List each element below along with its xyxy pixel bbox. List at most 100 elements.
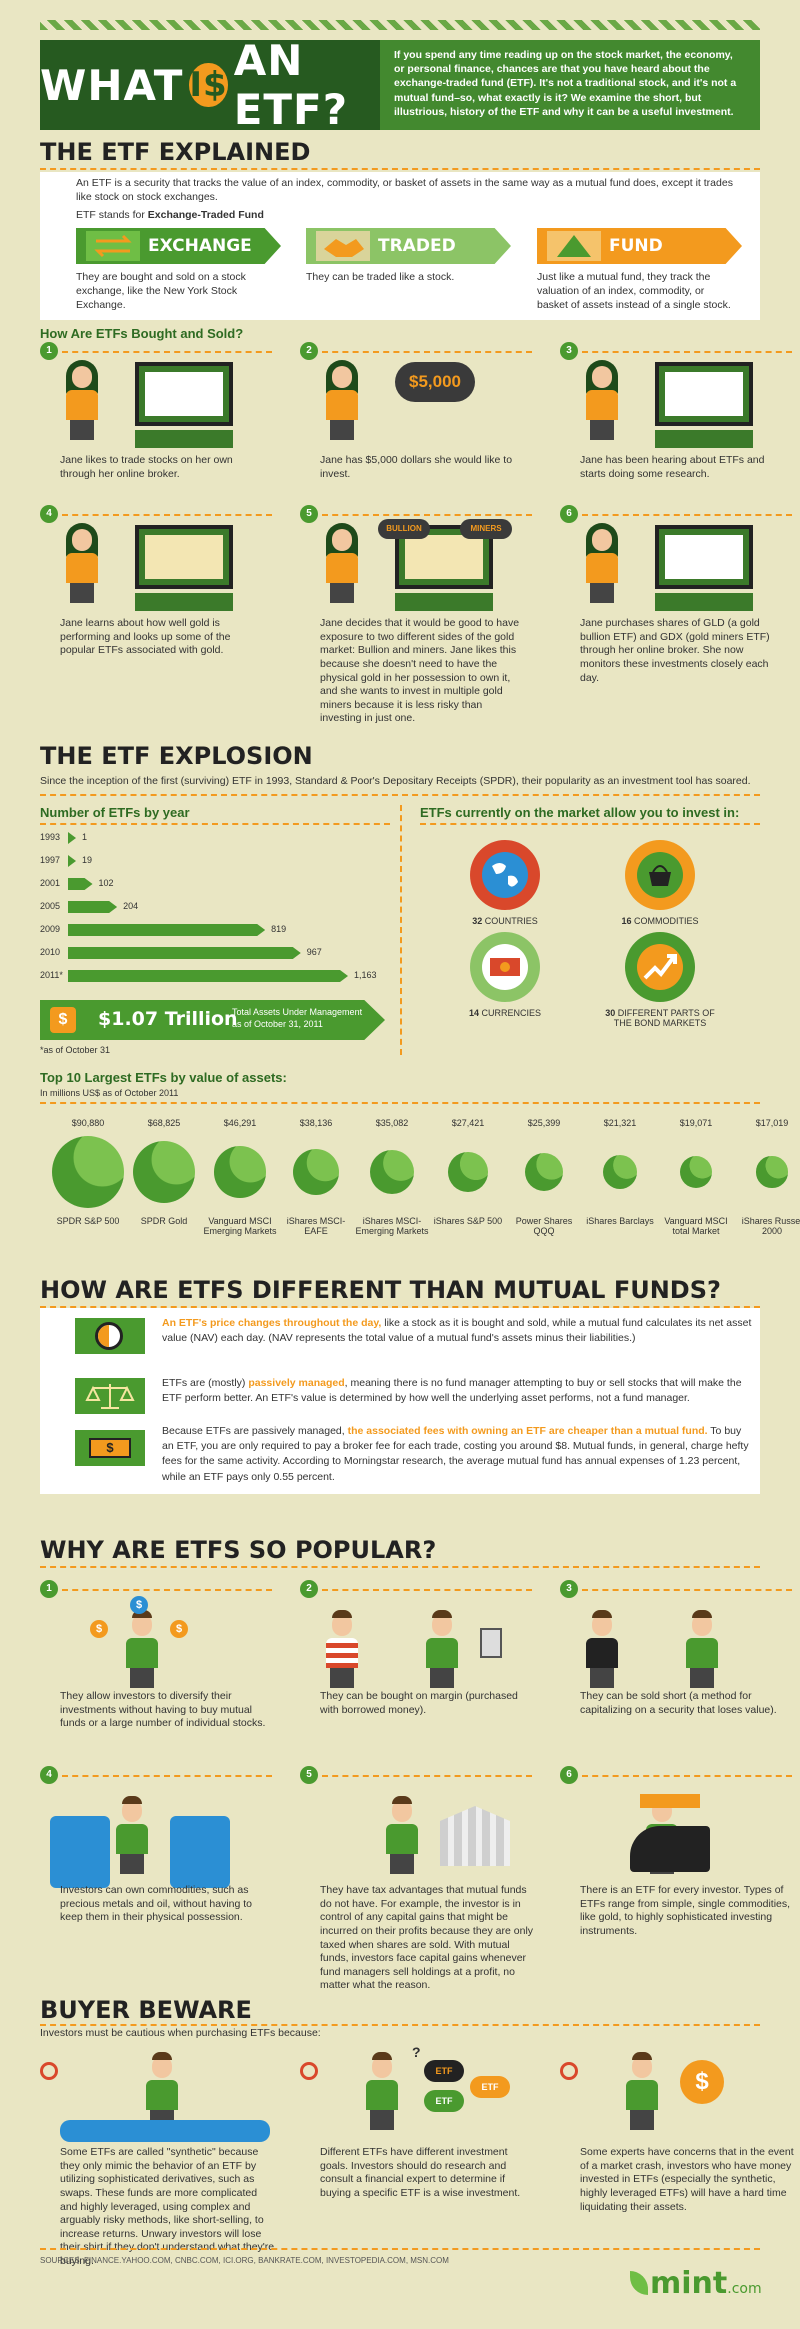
divider xyxy=(40,2024,760,2026)
section-title-explosion: THE ETF EXPLOSION xyxy=(40,742,313,770)
bubble-category-label: SPDR Gold xyxy=(140,1216,188,1226)
desk-icon xyxy=(655,593,753,611)
fund-desc: Just like a mutual fund, they track the … xyxy=(537,271,731,312)
bubble-mark xyxy=(132,1140,196,1204)
exchange-desc: They are bought and sold on a stock exch… xyxy=(76,271,246,312)
pants-icon xyxy=(70,420,94,440)
face-icon xyxy=(372,2056,392,2078)
popular-step: 6 There is an ETF for every investor. Typ… xyxy=(560,1766,800,1946)
piano-icon xyxy=(630,1826,710,1872)
currency-icon xyxy=(482,944,528,990)
face-icon xyxy=(432,1614,452,1636)
bubble-mark xyxy=(524,1152,564,1192)
etf-count-bar xyxy=(68,970,348,982)
aum-value: $1.07 Trillion xyxy=(98,1008,238,1030)
miners-bubble: MINERS xyxy=(460,519,512,539)
pants-icon xyxy=(370,2110,394,2130)
section-title-popular: WHY ARE ETFS SO POPULAR? xyxy=(40,1536,437,1564)
bubble-mark xyxy=(679,1155,713,1189)
mint-logo: mint.com xyxy=(630,2266,762,2301)
hair-icon xyxy=(632,2052,652,2060)
jane-figure xyxy=(580,360,624,440)
divider xyxy=(40,823,390,825)
face-icon xyxy=(332,529,352,551)
jane-figure xyxy=(320,523,364,603)
beware-item: Some ETFs are called "synthetic" because… xyxy=(40,2040,280,2267)
face-icon xyxy=(632,2056,652,2078)
investor-figure xyxy=(110,1794,154,1874)
shirt-icon xyxy=(586,390,618,420)
step-number: 4 xyxy=(40,505,58,523)
clock-row-icon xyxy=(75,1318,145,1354)
logo-text: mint xyxy=(650,2266,728,2301)
bubble-value-label: $27,421 xyxy=(451,1118,485,1128)
no-entry-icon xyxy=(40,2062,58,2080)
hair-icon xyxy=(152,2052,172,2060)
bubble-category-label: Vanguard MSCI total Market xyxy=(664,1216,728,1236)
oil-barrel-icon xyxy=(170,1816,230,1888)
computer-monitor-icon xyxy=(395,525,493,611)
pants-icon xyxy=(330,583,354,603)
top10-title: Top 10 Largest ETFs by value of assets: xyxy=(40,1070,287,1085)
exchange-arrows-icon xyxy=(86,231,140,261)
face-icon xyxy=(122,1800,142,1822)
bar-year-label: 2010 xyxy=(40,947,61,957)
popular-step-text: They can be bought on margin (purchased … xyxy=(320,1690,518,1716)
dollar-hand-icon: $ xyxy=(50,1007,76,1033)
popular-step-text: There is an ETF for every investor. Type… xyxy=(580,1884,791,1937)
scale-row-icon xyxy=(75,1378,145,1414)
popular-step-text: They have tax advantages that mutual fun… xyxy=(320,1884,534,1992)
section-title-different: HOW ARE ETFS DIFFERENT THAN MUTUAL FUNDS… xyxy=(40,1276,721,1304)
shirt-icon xyxy=(626,2080,658,2110)
pants-icon xyxy=(330,420,354,440)
bar-year-label: 1997 xyxy=(40,855,61,865)
bubble-category-label: Vanguard MSCI Emerging Markets xyxy=(203,1216,277,1236)
bank-building-icon xyxy=(440,1806,510,1866)
bubble-mark xyxy=(448,1152,488,1192)
no-entry-icon xyxy=(560,2062,578,2080)
page-title: WHAT I$ AN ETF? xyxy=(40,36,380,134)
step-number: 1 xyxy=(40,342,58,360)
bar-value-label: 1,163 xyxy=(354,970,377,980)
bubble-category-label: iShares MSCI-EAFE xyxy=(286,1216,346,1236)
bubble-mark xyxy=(369,1149,415,1195)
shirt-icon xyxy=(426,1638,458,1668)
how-step: 3 Jane has been hearing about ETFs and st… xyxy=(560,342,800,492)
speech-bubble: $5,000 xyxy=(395,362,475,402)
jane-figure xyxy=(580,523,624,603)
bubble-mark xyxy=(214,1146,266,1198)
title-post: AN ETF? xyxy=(233,36,349,134)
commodities-caption: 16 COMMODITIES xyxy=(621,916,699,926)
investor-figure xyxy=(140,2050,184,2130)
step-number: 2 xyxy=(300,342,318,360)
aum-banner: $ $1.07 Trillion Total Assets Under Mana… xyxy=(40,1000,385,1040)
divider xyxy=(582,1775,792,1777)
shirt-icon xyxy=(66,390,98,420)
diff-rest-1: like a stock as it is bought and sold, w… xyxy=(162,1317,752,1345)
jane-figure xyxy=(320,360,364,440)
scale-icon xyxy=(85,1384,135,1409)
step-number: 3 xyxy=(560,342,578,360)
desk-icon xyxy=(135,593,233,611)
bubble-category-label: iShares S&P 500 xyxy=(433,1216,503,1226)
money-bag-icon: $ xyxy=(90,1620,108,1638)
face-icon xyxy=(592,366,612,388)
pants-icon xyxy=(120,1854,144,1874)
shirt-icon xyxy=(586,553,618,583)
etf-stands-for: ETF stands for Exchange-Traded Fund xyxy=(76,208,264,222)
how-step-text: Jane decides that it would be good to ha… xyxy=(320,617,520,725)
bubble-category-label: iShares Russel 2000 xyxy=(741,1216,800,1236)
number-title: Number of ETFs by year xyxy=(40,805,190,820)
hair-icon xyxy=(122,1796,142,1804)
popular-step-text: They allow investors to diversify their … xyxy=(60,1690,266,1730)
shirt-icon xyxy=(326,553,358,583)
commodities-circle xyxy=(625,840,695,910)
divider xyxy=(40,1306,760,1308)
jane-figure xyxy=(60,523,104,603)
shirt-icon xyxy=(146,2080,178,2110)
pyramid-icon xyxy=(547,231,601,261)
how-step: 4 Jane learns about how well gold is perf… xyxy=(40,505,280,656)
bar-value-label: 204 xyxy=(123,901,139,911)
currencies-caption: 14 CURRENCIES xyxy=(468,1008,542,1018)
exchange-label: EXCHANGE xyxy=(76,228,281,264)
